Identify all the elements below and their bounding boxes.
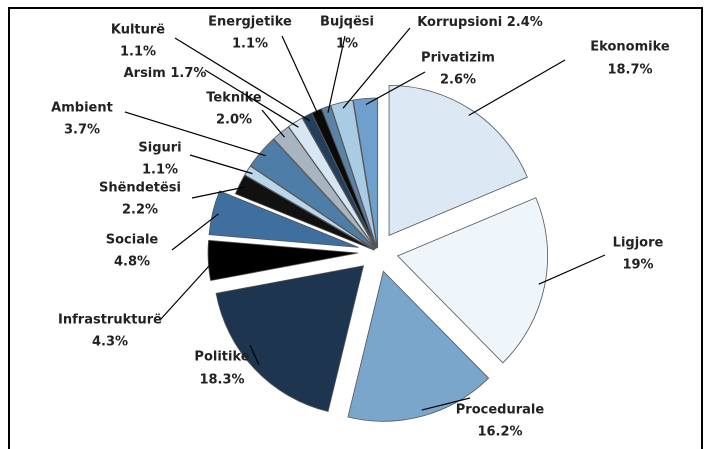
leader-line (468, 59, 566, 116)
category-label: Bujqësi (320, 15, 374, 30)
category-label: Ligjore (613, 236, 664, 251)
value-label: 2.4% (507, 15, 543, 30)
category-label: Politike (194, 350, 249, 365)
leader-line (281, 35, 320, 117)
category-label: Arsim (124, 66, 166, 81)
value-label: 1.1% (142, 163, 178, 178)
category-label: Siguri (138, 141, 181, 156)
category-label: Privatizim (421, 51, 495, 66)
value-label: 4.8% (114, 255, 150, 270)
pie-slice (207, 239, 359, 282)
value-label: 4.3% (92, 335, 128, 350)
leader-line (189, 154, 253, 175)
category-label: Korrupsioni (417, 15, 502, 30)
pie-slice (244, 165, 375, 251)
value-label: 1% (336, 37, 358, 52)
pie-slice (208, 190, 359, 248)
leader-line (365, 71, 426, 106)
pie-slice (347, 270, 490, 422)
category-label: Kulturë (111, 23, 165, 38)
value-label: 2.2% (122, 203, 158, 218)
pie-slice (234, 174, 375, 251)
value-label: 1.1% (120, 45, 156, 60)
value-label: 1.7% (170, 66, 206, 81)
category-label: Sociale (106, 233, 159, 248)
category-label: Teknike (206, 91, 262, 106)
leader-line (261, 109, 285, 138)
leader-line (342, 27, 411, 109)
pie-slice (396, 197, 549, 364)
slice-label: Arsim 1.7% (124, 66, 207, 81)
pie-slice (249, 138, 376, 250)
leader-line (191, 186, 246, 199)
value-label: 3.7% (64, 123, 100, 138)
pie-slice (330, 99, 378, 249)
frame (8, 7, 703, 449)
category-label: Ambient (51, 101, 113, 116)
pie-slice (321, 105, 378, 249)
value-label: 18.7% (607, 63, 652, 78)
value-label: 16.2% (477, 425, 522, 440)
category-label: Energjetike (208, 15, 292, 30)
leader-line (159, 259, 215, 321)
slice-label: Korrupsioni 2.4% (417, 15, 543, 30)
leader-line (249, 344, 260, 366)
leader-line (204, 69, 299, 128)
leader-line (171, 213, 219, 251)
leader-line (174, 37, 311, 122)
leader-line (538, 254, 606, 285)
pie-slice (215, 265, 365, 413)
category-label: Procedurale (456, 403, 545, 418)
value-label: 2.6% (440, 73, 476, 88)
category-label: Ekonomike (590, 40, 670, 55)
value-label: 18.3% (199, 373, 244, 388)
category-label: Shëndetësi (99, 181, 181, 196)
value-label: 19% (622, 258, 653, 273)
pie-slice (388, 84, 528, 236)
leader-line (421, 397, 471, 411)
value-label: 2.0% (216, 113, 252, 128)
value-label: 1.1% (232, 37, 268, 52)
leader-line (327, 35, 346, 113)
category-label: Infrastrukturë (58, 313, 162, 328)
leader-line (124, 111, 266, 157)
